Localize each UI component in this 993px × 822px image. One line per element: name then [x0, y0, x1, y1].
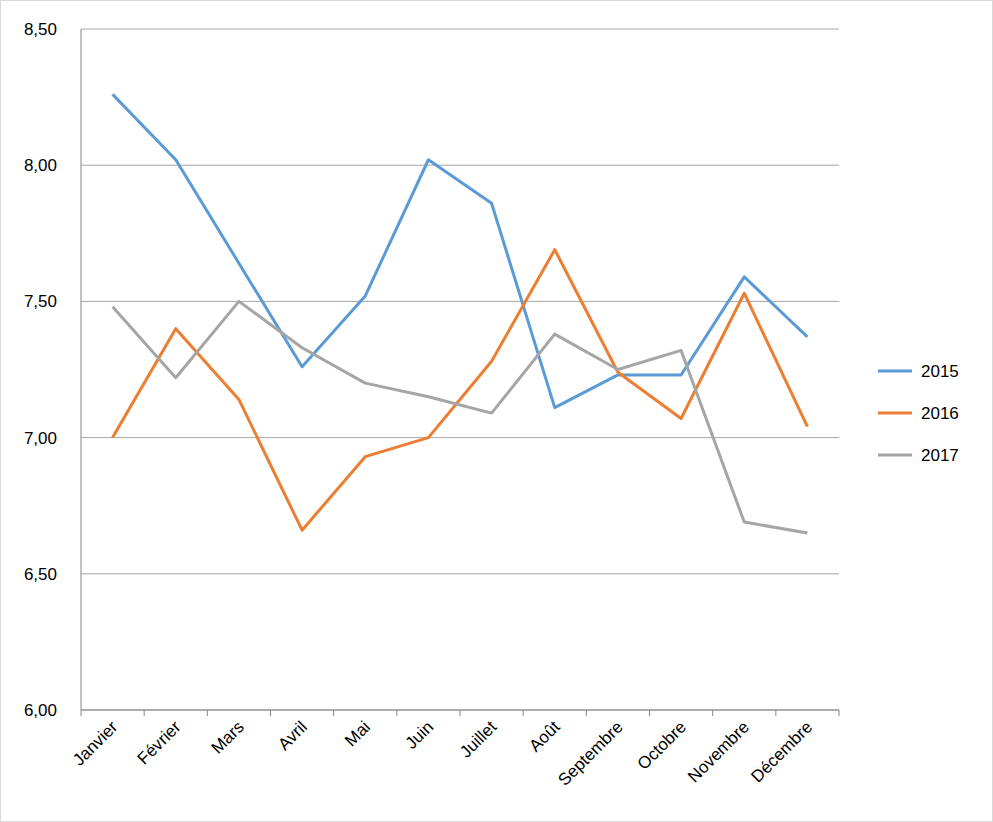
- x-tick-label: Novembre: [684, 717, 753, 786]
- x-tick-label: Mars: [208, 717, 248, 757]
- y-axis-line: [81, 29, 82, 710]
- x-tick-mark: [523, 710, 524, 716]
- grid-line: [81, 437, 839, 438]
- x-tick-mark: [81, 710, 82, 716]
- chart: 6,00 6,50 7,00 7,50 8,00 8,50 Janvier Février Ma…: [1, 1, 992, 821]
- x-tick-mark: [333, 710, 334, 716]
- x-tick-mark: [396, 710, 397, 716]
- x-tick-mark: [586, 710, 587, 716]
- grid-line: [81, 573, 839, 574]
- x-tick-mark: [207, 710, 208, 716]
- legend-swatch: [878, 412, 912, 415]
- grid-line: [81, 301, 839, 302]
- legend-swatch: [878, 454, 912, 457]
- x-tick-label: Juin: [402, 717, 437, 752]
- x-tick-label: Février: [134, 717, 185, 768]
- x-tick-label: Janvier: [69, 717, 121, 769]
- x-tick-label: Mai: [341, 717, 374, 750]
- x-tick-label: Juillet: [456, 717, 500, 761]
- x-tick-mark: [775, 710, 776, 716]
- x-tick-mark: [460, 710, 461, 716]
- x-tick-mark: [144, 710, 145, 716]
- x-tick-label: Août: [525, 717, 563, 755]
- series-line: [113, 250, 808, 531]
- y-tick-label: 7,50: [24, 292, 57, 311]
- y-tick-label: 8,50: [24, 20, 57, 39]
- grid-line: [81, 165, 839, 166]
- grid-line: [81, 29, 839, 30]
- y-tick-label: 6,50: [24, 565, 57, 584]
- legend-swatch: [878, 370, 912, 373]
- x-tick-mark: [270, 710, 271, 716]
- series-line: [113, 301, 808, 533]
- x-tick-label: Décembre: [747, 717, 816, 786]
- legend-label: 2017: [921, 446, 959, 465]
- series-line: [113, 94, 808, 407]
- x-tick-mark: [649, 710, 650, 716]
- x-tick-label: Octobre: [634, 717, 690, 773]
- legend-label: 2016: [921, 404, 959, 423]
- legend-label: 2015: [921, 362, 959, 381]
- x-tick-mark: [839, 710, 840, 716]
- chart-frame: 6,00 6,50 7,00 7,50 8,00 8,50 Janvier Février Ma…: [0, 0, 993, 822]
- x-tick-label: Avril: [274, 717, 311, 754]
- x-tick-mark: [712, 710, 713, 716]
- y-tick-label: 8,00: [24, 156, 57, 175]
- x-tick-label: Septembre: [554, 717, 626, 789]
- y-tick-label: 6,00: [24, 701, 57, 720]
- y-tick-label: 7,00: [24, 429, 57, 448]
- plot-area: [113, 94, 808, 533]
